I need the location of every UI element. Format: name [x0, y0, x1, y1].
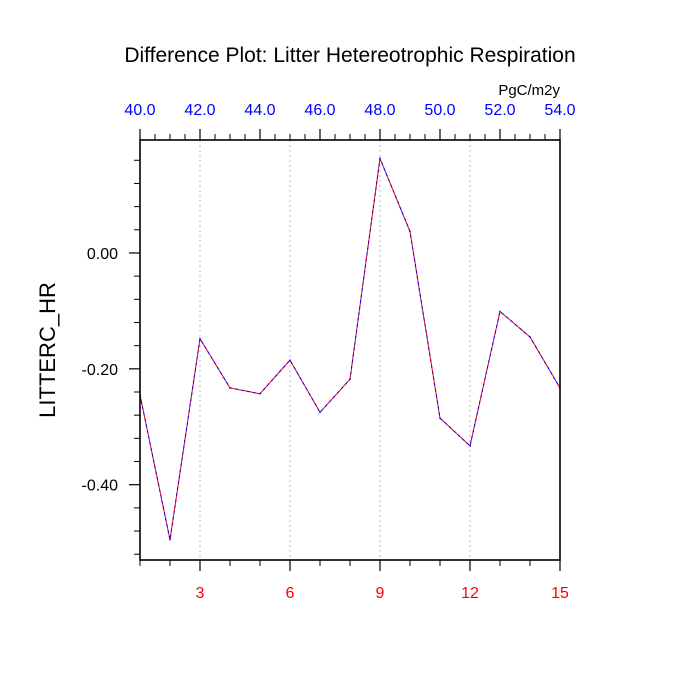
data-point — [199, 337, 201, 340]
series-line-base — [139, 156, 561, 540]
y-tick-label: 0.00 — [87, 246, 118, 263]
top-tick-label: 44.0 — [244, 102, 275, 119]
axis-ticks — [129, 129, 561, 571]
data-point — [529, 336, 531, 338]
y-tick-label: -0.20 — [82, 362, 119, 379]
x-tick-label: 9 — [376, 585, 385, 602]
gridlines — [199, 140, 471, 560]
data-point — [229, 387, 231, 389]
top-tick-label: 40.0 — [124, 102, 155, 119]
x-tick-label: 15 — [551, 585, 569, 602]
data-point — [409, 230, 411, 233]
series-layer — [139, 156, 561, 541]
tick-labels: 3 6 9 12 15 40.0 42.0 44.0 46.0 48.0 50.0 52.0 54.0 0… — [82, 102, 576, 602]
chart-title: Difference Plot: Litter Hetereotrophic R… — [124, 44, 575, 67]
top-tick-label: 46.0 — [304, 102, 335, 119]
top-tick-label: 52.0 — [484, 102, 515, 119]
data-point — [259, 392, 261, 395]
data-point — [169, 538, 171, 541]
top-tick-label: 42.0 — [184, 102, 215, 119]
y-tick-label: -0.40 — [82, 478, 119, 495]
y-axis-label: LITTERC_HR — [35, 282, 60, 418]
top-tick-label: 54.0 — [544, 102, 575, 119]
data-point — [469, 445, 471, 447]
x-tick-label: 3 — [196, 585, 205, 602]
top-axis-units-label: PgC/m2y — [498, 82, 560, 99]
series-line — [139, 156, 561, 540]
data-point — [319, 411, 321, 414]
x-tick-label: 6 — [286, 585, 295, 602]
x-tick-label: 12 — [461, 585, 479, 602]
data-point — [349, 378, 351, 381]
top-tick-label: 48.0 — [364, 102, 395, 119]
data-point — [499, 310, 501, 313]
data-point — [289, 359, 291, 361]
plot-frame — [139, 139, 561, 561]
top-tick-label: 50.0 — [424, 102, 455, 119]
data-point — [439, 417, 441, 419]
data-point — [379, 157, 381, 160]
